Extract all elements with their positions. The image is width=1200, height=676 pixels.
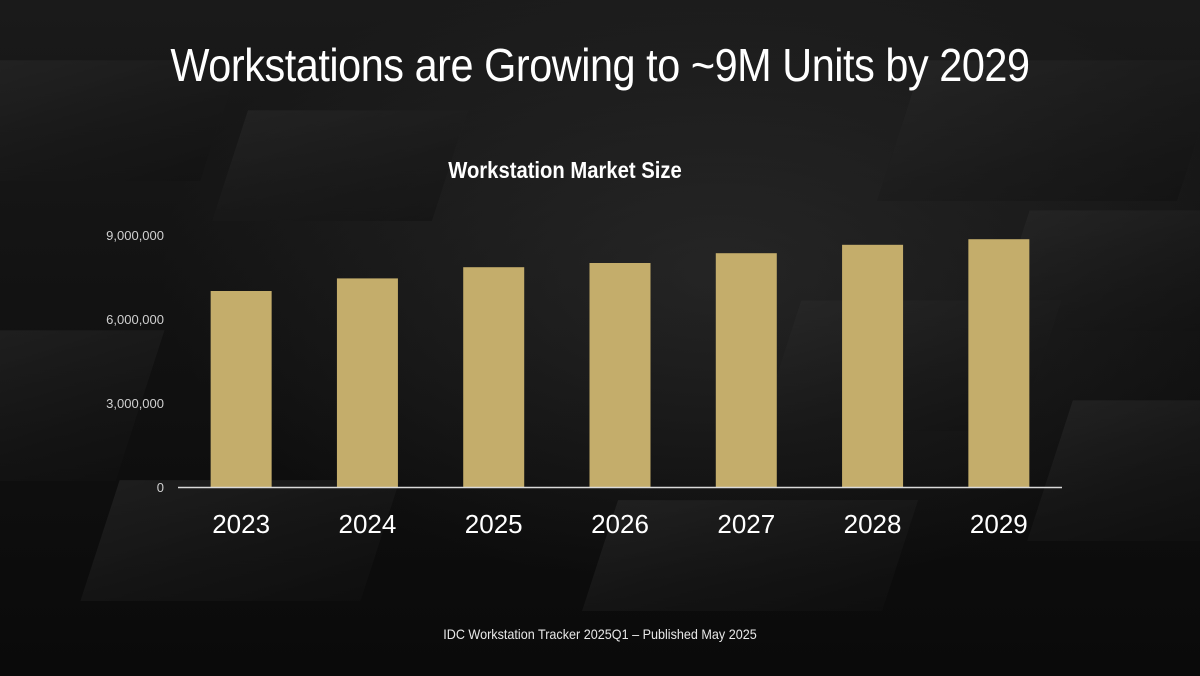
y-tick-label: 6,000,000	[106, 312, 164, 327]
x-tick-label-2027: 2027	[717, 509, 775, 539]
bar-2027	[715, 253, 777, 487]
y-axis-tick-labels: 0 3,000,000 6,000,000 9,000,000	[106, 228, 164, 495]
x-tick-label-2029: 2029	[970, 509, 1028, 539]
x-tick-label-2023: 2023	[212, 509, 270, 539]
bar-2024	[336, 278, 398, 487]
bar-2026	[589, 263, 651, 487]
bar-2028	[842, 244, 904, 487]
bars	[210, 239, 1030, 487]
slide-title: Workstations are Growing to ~9M Units by…	[170, 39, 1030, 91]
source-footer: IDC Workstation Tracker 2025Q1 – Publish…	[443, 626, 757, 642]
x-tick-label-2026: 2026	[591, 509, 649, 539]
bar-2023	[210, 291, 272, 487]
x-tick-label-2024: 2024	[339, 509, 397, 539]
x-tick-label-2025: 2025	[465, 509, 523, 539]
y-tick-label: 9,000,000	[106, 228, 164, 243]
y-tick-label: 3,000,000	[106, 396, 164, 411]
chart-title: Workstation Market Size	[448, 157, 682, 183]
bar-2025	[463, 267, 525, 487]
x-tick-label-2028: 2028	[844, 509, 902, 539]
bar-2029	[968, 239, 1030, 487]
x-axis-tick-labels: 2023 2024 2025 2026 2027 2028 2029	[212, 509, 1028, 539]
y-tick-label: 0	[157, 480, 164, 495]
